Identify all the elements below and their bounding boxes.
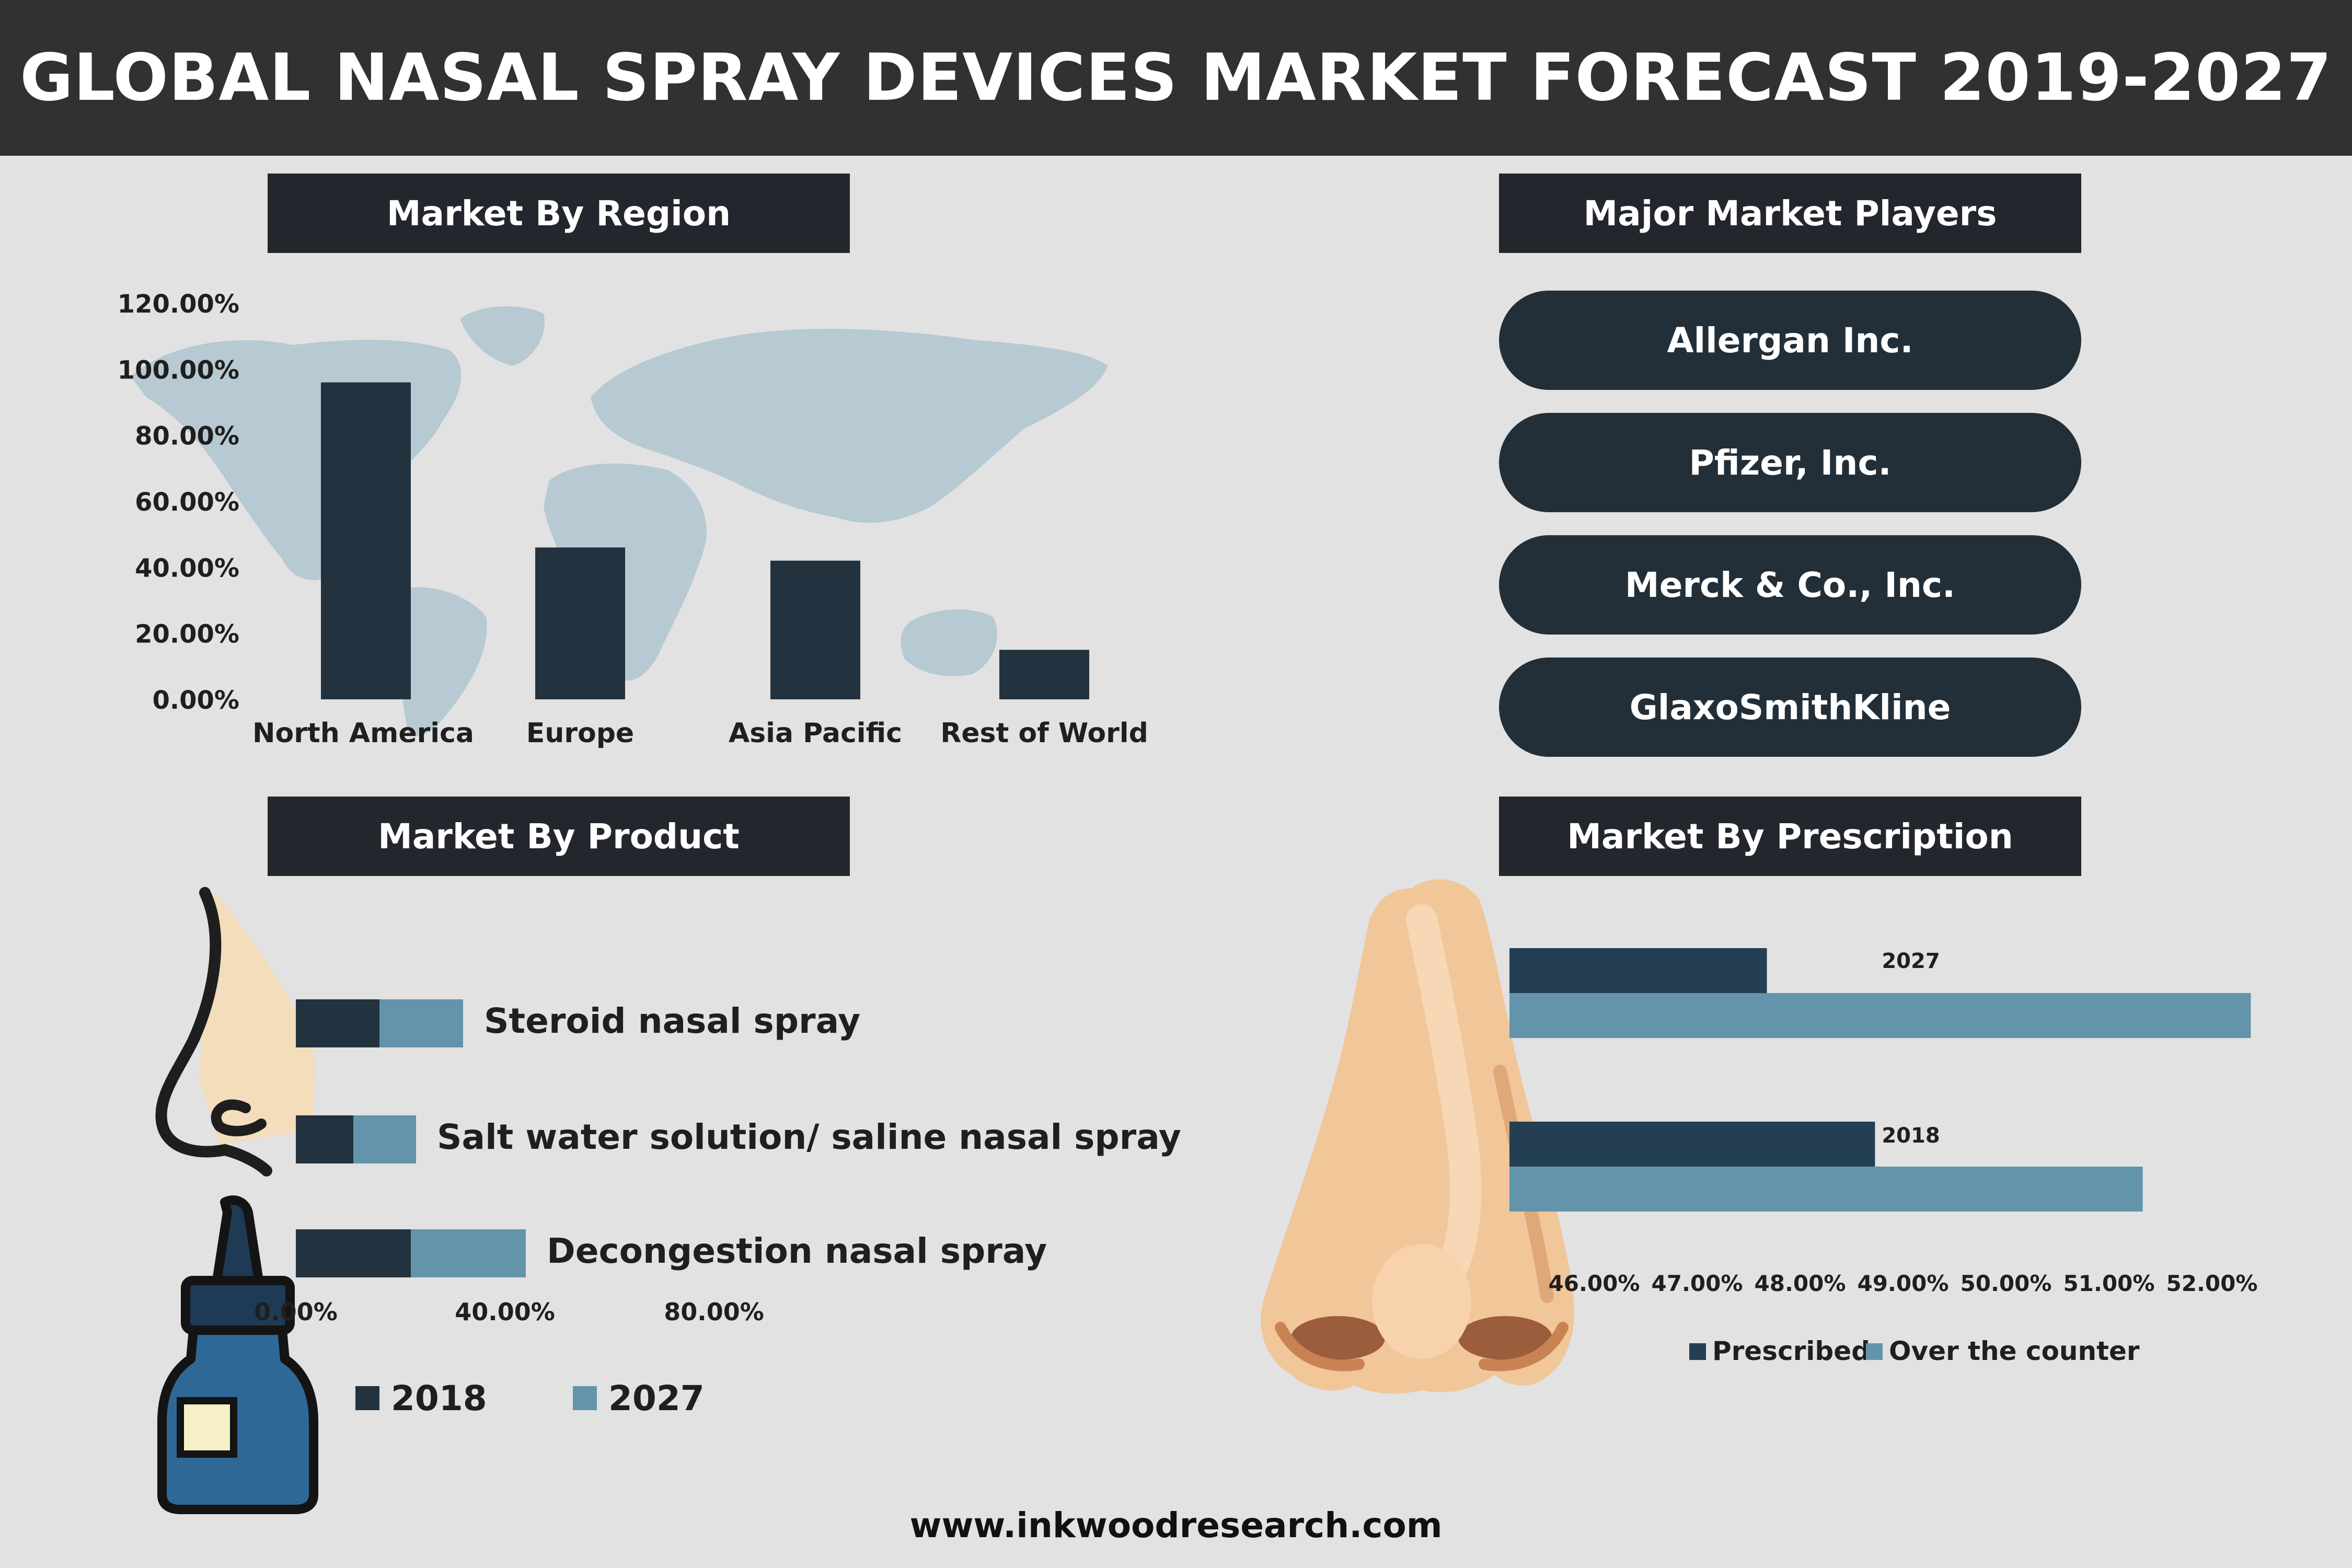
legend-label: Over the counter (1889, 1336, 2140, 1366)
prescription-bar-chart: 2027 2018 46.00% 47.00% 48.00% 49.00% 50.00% 51… (1509, 948, 2257, 1366)
group-label: 2027 (1882, 949, 1940, 973)
product-bar (353, 1115, 416, 1163)
x-tick-label: 46.00% (1549, 1271, 1640, 1296)
prescription-bar (1509, 1122, 1875, 1167)
region-section-title: Market By Region (268, 174, 850, 253)
x-tick-label: 40.00% (455, 1298, 555, 1326)
prescription-bar (1509, 993, 2251, 1038)
legend-label: 2027 (608, 1378, 705, 1419)
nose-profile-illustration (155, 887, 316, 1177)
y-tick-label: 60.00% (135, 488, 239, 517)
x-tick-label: Asia Pacific (729, 718, 902, 749)
prescription-bar (1509, 948, 1767, 993)
legend-label: Prescribed (1712, 1336, 1870, 1366)
page-title: GLOBAL NASAL SPRAY DEVICES MARKET FORECA… (20, 40, 2332, 116)
x-tick-label: 50.00% (1961, 1271, 2052, 1296)
spray-bottle-illustration (157, 1195, 318, 1514)
legend-swatch (1689, 1343, 1706, 1360)
product-bar (296, 1229, 411, 1277)
x-tick-label: 48.00% (1755, 1271, 1846, 1296)
y-tick-label: 40.00% (135, 554, 239, 583)
players-section-title: Major Market Players (1499, 174, 2081, 253)
product-category-label: Decongestion nasal spray (547, 1231, 1047, 1271)
x-tick-label: Europe (526, 718, 634, 749)
legend-label: 2018 (391, 1378, 487, 1419)
y-tick-label: 80.00% (135, 422, 239, 451)
product-bar (379, 999, 463, 1047)
map-australia (901, 609, 997, 676)
nose-front-illustration (1261, 879, 1574, 1394)
y-tick-label: 120.00% (118, 290, 239, 319)
footer-url: www.inkwoodresearch.com (909, 1505, 1443, 1546)
product-bar (411, 1229, 526, 1277)
x-tick-label: North America (252, 718, 474, 749)
x-tick-label: 80.00% (664, 1298, 764, 1326)
player-pill: Allergan Inc. (1499, 291, 2081, 390)
region-bar (999, 650, 1089, 699)
player-pill: Pfizer, Inc. (1499, 413, 2081, 512)
map-south-america (392, 587, 487, 736)
product-bar (296, 999, 379, 1047)
region-bar (321, 382, 411, 699)
y-tick-label: 0.00% (152, 686, 239, 715)
header-banner: GLOBAL NASAL SPRAY DEVICES MARKET FORECA… (0, 0, 2352, 156)
prescription-bar (1509, 1167, 2143, 1212)
x-tick-label: 49.00% (1858, 1271, 1949, 1296)
map-eurasia (591, 329, 1108, 523)
legend-swatch (1866, 1343, 1883, 1360)
map-greenland (460, 306, 545, 366)
group-label: 2018 (1882, 1124, 1940, 1148)
legend-swatch (355, 1386, 379, 1410)
player-pill: Merck & Co., Inc. (1499, 535, 2081, 635)
product-bar (296, 1115, 353, 1163)
region-bar-chart: 0.00% 20.00% 40.00% 60.00% 80.00% 100.00% 120.… (118, 290, 1148, 749)
legend-swatch (573, 1386, 597, 1410)
x-tick-label: 0.00% (254, 1298, 338, 1326)
x-tick-label: 52.00% (2166, 1271, 2258, 1296)
prescription-section-title: Market By Prescription (1499, 797, 2081, 876)
player-pill: GlaxoSmithKline (1499, 658, 2081, 757)
y-tick-label: 20.00% (135, 620, 239, 649)
product-bar-chart: Steroid nasal spray Salt water solution/ … (254, 999, 1181, 1419)
region-bar (770, 560, 860, 699)
x-tick-label: Rest of World (940, 718, 1148, 749)
product-category-label: Salt water solution/ saline nasal spray (437, 1117, 1181, 1157)
x-tick-label: 51.00% (2063, 1271, 2155, 1296)
product-section-title: Market By Product (268, 797, 850, 876)
y-tick-label: 100.00% (118, 355, 239, 385)
x-tick-label: 47.00% (1652, 1271, 1743, 1296)
product-category-label: Steroid nasal spray (484, 1001, 860, 1041)
region-bar (535, 547, 625, 699)
